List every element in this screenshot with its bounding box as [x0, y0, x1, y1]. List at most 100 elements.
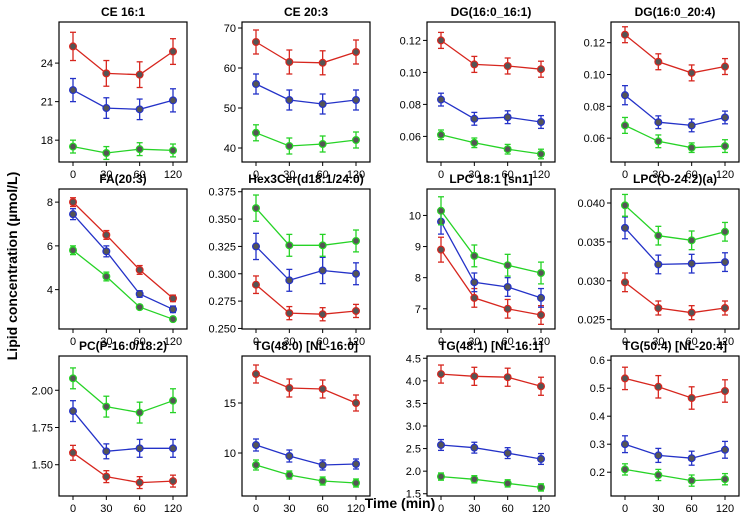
data-point: [352, 136, 361, 145]
y-tick-label: 0.250: [208, 323, 236, 335]
data-point: [135, 408, 144, 417]
series-line: [440, 221, 542, 299]
data-point: [135, 303, 144, 312]
data-point: [654, 57, 663, 66]
data-point: [720, 258, 729, 267]
series-red: [437, 364, 545, 396]
y-tick-label: 50: [224, 103, 236, 115]
data-point: [437, 36, 446, 45]
y-tick-label: 8: [47, 197, 53, 209]
data-point: [720, 227, 729, 236]
x-tick-label: 120: [347, 503, 365, 514]
series-red: [437, 236, 545, 325]
series-blue: [252, 438, 361, 471]
x-tick-label: 30: [100, 336, 112, 348]
data-point: [654, 118, 663, 127]
data-point: [687, 143, 696, 152]
data-point: [68, 246, 77, 255]
panel-title: DG(16:0_20:4): [635, 5, 716, 19]
data-point: [503, 373, 512, 382]
data-point: [503, 145, 512, 154]
x-tick-label: 120: [532, 503, 550, 514]
series-line: [255, 284, 357, 315]
data-point: [687, 308, 696, 317]
x-tick-label: 0: [438, 336, 444, 348]
y-tick-label: 0.2: [590, 467, 605, 479]
x-tick-label: 120: [347, 169, 365, 181]
series-line: [624, 468, 726, 482]
data-point: [536, 117, 545, 126]
x-tick-label: 120: [164, 336, 182, 348]
data-point: [252, 441, 261, 450]
x-tick-label: 120: [347, 336, 365, 348]
data-point: [470, 278, 479, 287]
data-point: [437, 245, 446, 254]
panel-12: TG(50:4) [NL-20:4] 0.2 0.3 0.4 0.5 0.6 0 30 60 12…: [590, 339, 740, 514]
x-tick-label: 60: [134, 503, 146, 514]
data-point: [654, 471, 663, 480]
y-tick-label: 0.06: [400, 131, 421, 143]
series-green: [620, 116, 729, 154]
series-line: [72, 89, 174, 110]
y-tick-label: 0.08: [400, 99, 421, 111]
data-point: [285, 471, 294, 480]
series-blue: [620, 435, 729, 466]
data-point: [285, 452, 294, 461]
data-point: [503, 261, 512, 270]
panel-9: PC(P-16:0/18:2) 1.50 1.75 2.00 0 30 60 120: [32, 339, 188, 514]
data-point: [102, 149, 111, 158]
data-point: [687, 121, 696, 130]
data-point: [135, 478, 144, 487]
series-green: [620, 463, 729, 487]
data-point: [135, 105, 144, 114]
series-green: [68, 139, 178, 161]
panel-frame: [58, 21, 188, 163]
panel-frame: [241, 355, 371, 497]
x-tick-label: 60: [686, 336, 698, 348]
series-red: [620, 272, 729, 321]
series-blue: [620, 84, 729, 133]
data-point: [470, 372, 479, 381]
data-point: [620, 465, 629, 474]
data-point: [102, 69, 111, 78]
series-line: [624, 227, 726, 266]
data-point: [102, 247, 111, 256]
data-point: [252, 79, 261, 88]
data-point: [536, 454, 545, 463]
series-line: [255, 444, 357, 466]
x-tick-label: 120: [716, 503, 734, 514]
panel-title: CE 16:1: [101, 5, 145, 19]
data-point: [352, 399, 361, 408]
y-tick-label: 0.030: [577, 276, 605, 288]
data-point: [285, 57, 294, 66]
y-tick-label: 9: [415, 242, 421, 254]
series-red: [252, 364, 361, 412]
data-point: [252, 370, 261, 379]
data-point: [620, 201, 629, 210]
data-point: [68, 374, 77, 383]
data-point: [687, 68, 696, 77]
data-point: [620, 223, 629, 232]
panel-frame: [610, 355, 740, 497]
y-tick-label: 0.06: [584, 133, 605, 145]
data-point: [318, 241, 327, 250]
data-point: [654, 260, 663, 269]
series-line: [440, 134, 542, 155]
x-tick-label: 0: [253, 336, 259, 348]
panel-6: Hex3Cer(d18:1/24:0) 0.250 0.275 0.300 0.325 0…: [208, 172, 371, 348]
y-tick-label: 0.10: [584, 70, 605, 82]
data-point: [536, 269, 545, 278]
x-tick-label: 60: [686, 503, 698, 514]
data-point: [503, 304, 512, 313]
y-tick-label: 40: [224, 143, 236, 155]
data-point: [620, 30, 629, 39]
data-point: [687, 454, 696, 463]
data-point: [252, 461, 261, 470]
data-point: [285, 309, 294, 318]
series-line: [440, 39, 542, 70]
data-point: [169, 305, 178, 314]
data-point: [68, 42, 77, 51]
data-point: [352, 460, 361, 469]
data-point: [536, 483, 545, 492]
series-line: [624, 124, 726, 149]
